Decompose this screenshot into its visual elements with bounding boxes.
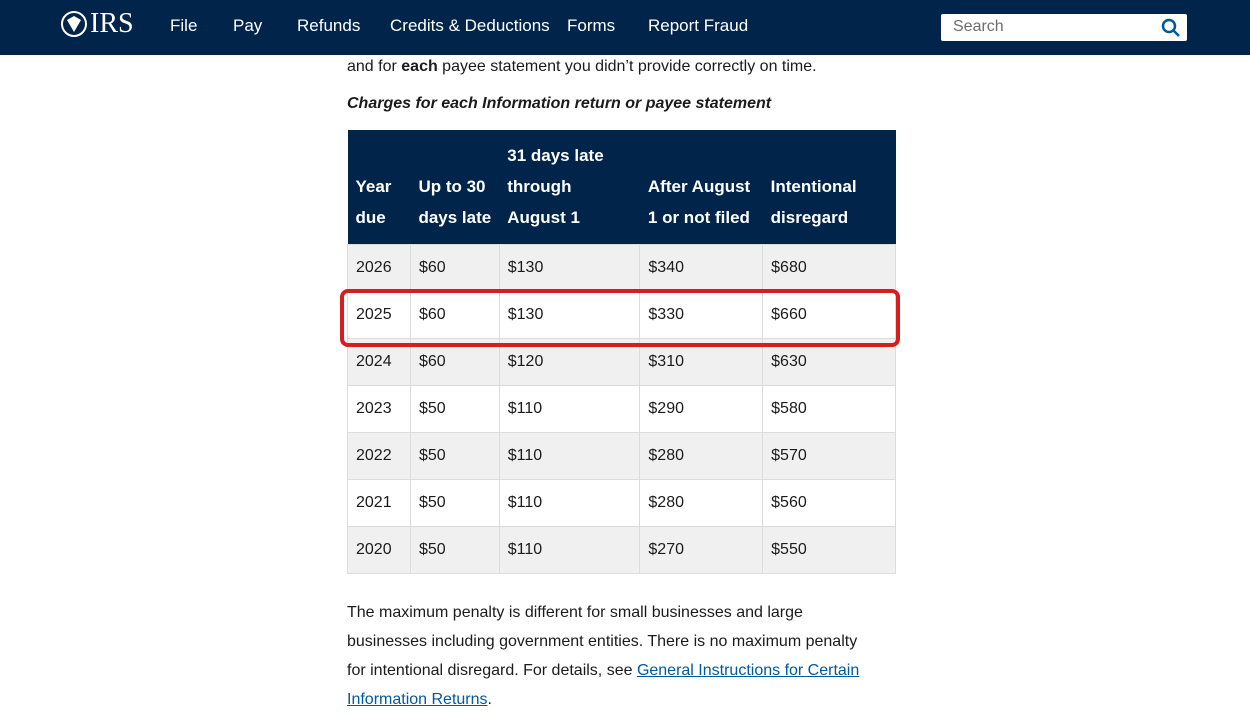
logo-emblem <box>61 11 87 37</box>
table-cell: $280 <box>639 479 764 527</box>
logo-text: IRS <box>90 8 134 39</box>
table-cell: $110 <box>498 385 641 433</box>
logo[interactable]: IRS <box>60 8 134 40</box>
header-cell: 31 days late through August 1 <box>499 130 640 245</box>
text: payee statement you didn’t provide corre… <box>437 58 817 75</box>
table-row: 2021 $50 $110 $280 $560 <box>347 479 896 527</box>
penalty-table: Year due Up to 30 days late 31 days late t… <box>347 130 896 574</box>
footer-paragraph: The maximum penalty is different for sma… <box>347 598 867 714</box>
nav-link[interactable]: Pay <box>233 16 263 35</box>
table-cell: $280 <box>639 432 764 480</box>
table-cell: $60 <box>409 291 500 339</box>
table-cell: $680 <box>762 244 896 292</box>
header-cell: Up to 30 days late <box>410 130 500 245</box>
header-cell: Year due <box>347 130 411 245</box>
search-box[interactable]: Search <box>941 14 1187 41</box>
nav-link[interactable]: Report Fraud <box>648 16 749 35</box>
table-cell: $110 <box>498 479 641 527</box>
highlight-box <box>340 289 900 347</box>
table-cell: 2023 <box>347 385 411 433</box>
table-cell: $110 <box>498 432 641 480</box>
nav-link[interactable]: File <box>170 16 198 35</box>
table-row: 2026 $60 $130 $340 $680 <box>347 244 896 292</box>
table-cell: 2025 <box>347 291 411 339</box>
table-cell: $60 <box>409 244 500 292</box>
table-cell: 2022 <box>347 432 411 480</box>
table-cell: $550 <box>762 526 896 574</box>
table-cell: $50 <box>409 526 500 574</box>
search-icon[interactable] <box>1161 18 1181 38</box>
table-row: 2020 $50 $110 $270 $550 <box>347 526 896 574</box>
header-row: Year due Up to 30 days late 31 days late t… <box>347 130 896 245</box>
table-cell: $580 <box>762 385 896 433</box>
table-cell: $50 <box>409 479 500 527</box>
table-cell: $130 <box>498 291 641 339</box>
table-cell: 2021 <box>347 479 411 527</box>
nav-bar: IRS File Pay Refunds Credits & Deduction… <box>0 0 1250 55</box>
table-cell: $50 <box>409 385 500 433</box>
header-cell: Intentional disregard <box>762 130 896 245</box>
table-cell: $340 <box>639 244 764 292</box>
nav-link[interactable]: Refunds <box>297 16 361 35</box>
table-cell: $130 <box>498 244 641 292</box>
table-row: 2023 $50 $110 $290 $580 <box>347 385 896 433</box>
nav-link[interactable]: Forms <box>567 16 616 35</box>
table-cell: $50 <box>409 432 500 480</box>
table-row: 2022 $50 $110 $280 $570 <box>347 432 896 480</box>
table-cell: $290 <box>639 385 764 433</box>
table-cell: 2020 <box>347 526 411 574</box>
table-body: 2026 $60 $130 $340 $680 2025 $60 $130 $330 $660 20… <box>347 244 896 574</box>
text: The maximum penalty is different for sma… <box>347 604 858 679</box>
table-cell: $560 <box>762 479 896 527</box>
table-row: 2025 $60 $130 $330 $660 <box>347 291 896 339</box>
table-cell: $270 <box>639 526 764 574</box>
table-cell: 2026 <box>347 244 411 292</box>
bold-text: each <box>401 58 438 75</box>
search-placeholder: Search <box>953 18 1004 35</box>
text: and for <box>347 58 402 75</box>
table-cell: $110 <box>498 526 641 574</box>
nav-link[interactable]: Credits & Deductions <box>390 16 550 35</box>
header-cell: After August 1 or not filed <box>639 130 763 245</box>
intro-text: and for each payee statement you didn’t … <box>347 58 817 76</box>
table-caption: Charges for each Information return or p… <box>347 95 772 112</box>
table-cell: $570 <box>762 432 896 480</box>
